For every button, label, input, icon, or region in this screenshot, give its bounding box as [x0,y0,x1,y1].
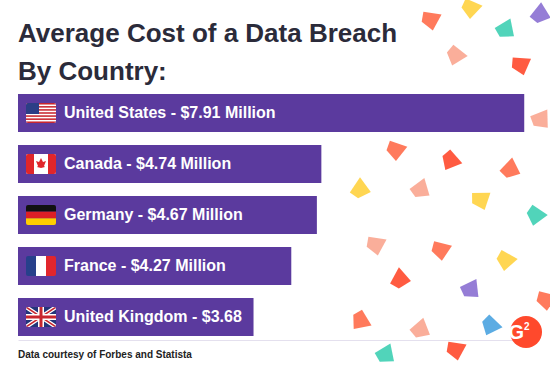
confetti [428,238,452,262]
flag-part [26,154,34,174]
flag-part [26,212,56,219]
confetti [477,312,502,337]
y-axis: United States - $7.91 Million Canada - $4… [64,95,276,337]
bar [18,94,524,132]
category-label: United Kingdom - $3.68 [64,308,242,325]
confetti [438,148,463,173]
bars [18,94,524,336]
flags [26,103,56,327]
category-label: France - $4.27 Million [64,257,226,274]
bar [18,298,254,336]
confetti [533,288,550,312]
bar [18,247,291,285]
flag-body [26,103,56,123]
category-label: United States - $7.91 Million [64,104,276,121]
flag-part [26,103,56,123]
confetti [457,0,482,21]
flag [26,256,56,276]
confetti [530,110,550,131]
chart: Average Cost of a Data Breach By Country:… [0,0,550,366]
confetti [443,338,466,361]
flag-part [26,103,39,114]
confetti [527,2,550,27]
flag-part [26,121,56,123]
flag-part [26,256,36,276]
flag-body [26,205,56,225]
x-axis [19,340,531,341]
flag [26,154,56,174]
title: Average Cost of a Data Breach [18,18,397,48]
confetti [522,202,547,227]
tick: United Kingdom - $3.68 [64,308,242,325]
flag-part [36,256,46,276]
flag-body [26,307,56,327]
flag-part [26,307,56,327]
flag-part [46,256,56,276]
flag-body [26,256,56,276]
axis-line [19,340,531,341]
tick: Canada - $4.74 Million [64,155,231,172]
flag-part [48,154,56,174]
bar [18,145,321,183]
category-label: Germany - $4.67 Million [64,206,243,223]
confetti [347,177,372,202]
flag-part [26,118,56,120]
flag-part [26,218,56,225]
flag-part [26,316,56,319]
confetti [459,279,481,301]
flag-part [36,158,46,168]
flag-body [26,154,56,174]
confetti [493,18,516,41]
flag [26,307,56,327]
logo: G2 [508,316,542,348]
decoration [347,0,550,366]
confetti [373,343,396,366]
category-label: Canada - $4.74 Million [64,155,231,172]
flag [26,205,56,225]
confetti [348,308,371,331]
confetti [470,190,491,211]
bar [18,196,317,234]
confetti [497,157,522,182]
confetti [418,8,441,31]
confetti [492,247,517,272]
tick: United States - $7.91 Million [64,104,276,121]
confetti [387,267,412,292]
tick: France - $4.27 Million [64,257,226,274]
flag-part [26,307,56,327]
confetti [383,138,408,163]
source-note: Data courtesy of Forbes and Statista [18,349,192,360]
logo-text: G2 [508,321,530,343]
flag-part [26,205,56,212]
confetti [509,54,531,76]
subtitle: By Country: [18,56,167,86]
flag-part [26,154,56,174]
flag-part [26,115,56,117]
flag-part [26,307,56,327]
confetti [442,42,467,67]
confetti [408,178,432,202]
confetti [408,318,433,343]
tick: Germany - $4.67 Million [64,206,243,223]
confetti [363,233,386,256]
flag [26,103,56,123]
